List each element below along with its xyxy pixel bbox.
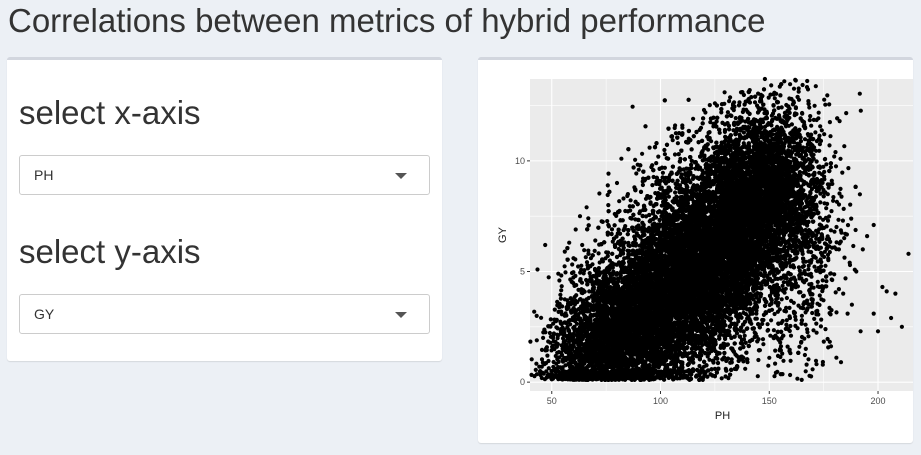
y-axis-label: select y-axis <box>19 233 201 271</box>
cloud-point <box>605 183 610 188</box>
cloud-point <box>650 163 655 168</box>
cloud-point <box>784 295 789 301</box>
cloud-point <box>837 119 842 124</box>
cloud-point <box>663 175 668 180</box>
cloud-point <box>653 191 658 196</box>
cloud-point <box>755 374 760 379</box>
cloud-point <box>772 374 777 379</box>
cloud-point <box>605 219 610 224</box>
cloud-point <box>765 322 770 327</box>
cloud-point <box>666 194 671 199</box>
cloud-point <box>807 105 812 110</box>
cloud-point <box>796 265 801 270</box>
cloud-point <box>609 227 615 232</box>
cloud-point <box>719 376 724 381</box>
chevron-down-icon[interactable] <box>395 173 407 179</box>
data-points <box>528 76 911 382</box>
cloud-point <box>662 147 667 153</box>
cloud-point <box>640 182 645 188</box>
cloud-point <box>827 120 832 125</box>
cloud-point <box>640 151 645 156</box>
page-title: Correlations between metrics of hybrid p… <box>8 2 766 40</box>
cloud-point <box>769 318 774 323</box>
cloud-point <box>617 199 622 204</box>
cloud-point <box>606 203 611 208</box>
cloud-point <box>754 308 759 313</box>
cloud-point <box>628 198 633 203</box>
x-axis-label: select x-axis <box>19 94 201 132</box>
cloud-point <box>633 157 638 162</box>
y-axis-selected-value: GY <box>34 306 54 322</box>
cloud-point <box>586 216 591 221</box>
chevron-down-icon[interactable] <box>395 312 407 318</box>
cloud-point <box>734 331 740 336</box>
cloud-point <box>597 191 602 196</box>
cloud-point <box>706 147 711 152</box>
cloud-point <box>630 104 635 109</box>
cloud-point <box>707 103 712 108</box>
cloud-point <box>583 255 588 260</box>
cloud-point <box>627 204 632 209</box>
y-axis-select[interactable]: GY <box>19 294 430 334</box>
cloud-point <box>743 366 748 371</box>
cloud-point <box>740 341 745 346</box>
cloud-point <box>708 120 713 125</box>
cloud-point <box>592 248 597 253</box>
cloud-point <box>660 170 665 175</box>
cloud-point <box>606 171 611 176</box>
cloud-point <box>673 131 678 136</box>
cloud-point <box>672 152 678 157</box>
cloud-point <box>722 90 727 95</box>
plot-panel: 50 100 150 200 0 5 10 PH GY <box>478 57 913 443</box>
cloud-point <box>760 337 766 342</box>
controls-panel: select x-axis PH select y-axis GY <box>7 57 442 361</box>
cloud-point <box>605 192 610 198</box>
cloud-point <box>656 154 661 159</box>
cloud-point <box>650 183 655 188</box>
cloud-point <box>633 217 638 222</box>
cloud-point <box>673 190 678 195</box>
x-axis-selected-value: PH <box>34 167 53 183</box>
cloud-point <box>673 123 678 128</box>
x-axis-select[interactable]: PH <box>19 155 430 195</box>
cloud-point <box>651 174 656 180</box>
cloud-point <box>773 348 778 353</box>
cloud-point <box>742 333 747 338</box>
cloud-point <box>634 171 639 176</box>
